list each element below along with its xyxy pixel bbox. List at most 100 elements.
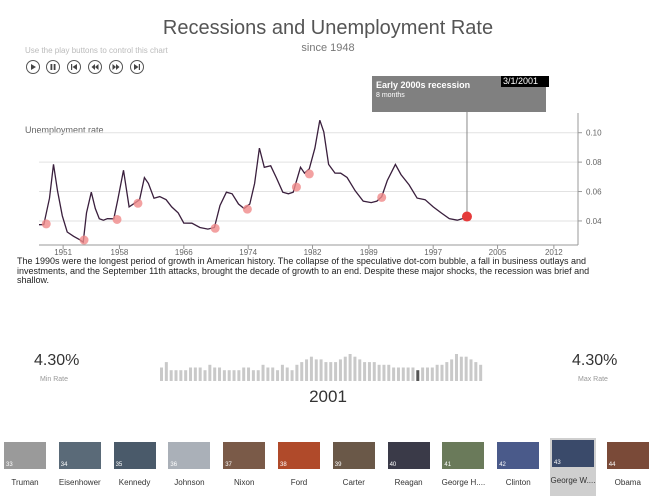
histogram-bar bbox=[401, 367, 405, 381]
histogram-bar bbox=[406, 367, 410, 381]
histogram-bar bbox=[242, 367, 246, 381]
play-button[interactable] bbox=[26, 60, 40, 74]
histogram-bar bbox=[464, 356, 468, 381]
recession-start-date: 3/1/2001 bbox=[501, 76, 549, 87]
histogram-bar bbox=[247, 367, 251, 381]
histogram-bar bbox=[372, 362, 376, 381]
recession-marker bbox=[79, 235, 89, 245]
unemployment-series-line bbox=[38, 119, 468, 244]
president-number-badge: 44 bbox=[608, 462, 616, 468]
president-tile[interactable]: 41 George H.... bbox=[440, 440, 486, 494]
skip-to-end-button[interactable] bbox=[130, 60, 144, 74]
pause-button[interactable] bbox=[46, 60, 60, 74]
president-selector: 33 Truman 34 Eisenhower 35 Kennedy 36 Johnson 37… bbox=[0, 438, 656, 500]
x-tick-label: 1997 bbox=[424, 248, 442, 257]
histogram-bar bbox=[261, 364, 265, 381]
recession-narrative: The 1990s were the longest period of gro… bbox=[17, 256, 590, 285]
president-number-badge: 33 bbox=[6, 462, 13, 468]
histogram-bar bbox=[276, 370, 280, 381]
histogram-bar bbox=[160, 367, 163, 381]
histogram-bar bbox=[367, 362, 371, 381]
histogram-bar bbox=[416, 370, 420, 381]
president-tile[interactable]: 43 George W.... bbox=[550, 438, 596, 496]
histogram-bar bbox=[169, 370, 173, 381]
president-name: Johnson bbox=[174, 478, 205, 487]
president-tile[interactable]: 38 Ford bbox=[276, 440, 322, 494]
histogram-bar bbox=[353, 356, 357, 381]
histogram-bar bbox=[237, 370, 241, 381]
president-name: Truman bbox=[11, 478, 39, 487]
president-tile[interactable]: 34 Eisenhower bbox=[57, 440, 103, 494]
histogram-bar bbox=[440, 364, 444, 381]
histogram-bar bbox=[290, 370, 294, 381]
next-button[interactable] bbox=[109, 60, 123, 74]
histogram-bar bbox=[459, 356, 463, 381]
president-portrait: 34 bbox=[58, 442, 101, 469]
x-tick-label: 2005 bbox=[489, 248, 507, 257]
histogram-bar bbox=[343, 356, 347, 381]
president-tile[interactable]: 39 Carter bbox=[331, 440, 377, 494]
histogram-bar bbox=[469, 359, 473, 381]
histogram-bar bbox=[334, 362, 338, 381]
president-portrait: 37 bbox=[223, 442, 266, 469]
histogram-bar bbox=[392, 367, 396, 381]
play-icon bbox=[31, 64, 36, 70]
histogram-bar bbox=[450, 359, 454, 381]
president-portrait: 39 bbox=[332, 442, 375, 469]
rewind-icon bbox=[91, 64, 99, 70]
president-tile[interactable]: 35 Kennedy bbox=[112, 440, 158, 494]
y-tick-label: 0.04 bbox=[586, 217, 602, 226]
histogram-bar bbox=[179, 370, 183, 381]
page-subtitle: since 1948 bbox=[301, 42, 355, 54]
president-name: Eisenhower bbox=[58, 478, 101, 487]
president-portrait: 35 bbox=[113, 442, 156, 469]
recession-marker bbox=[304, 169, 314, 179]
president-number-badge: 36 bbox=[170, 462, 178, 468]
president-portrait: 38 bbox=[278, 442, 320, 469]
president-number-badge: 39 bbox=[334, 462, 342, 468]
current-recession-marker bbox=[461, 211, 472, 222]
histogram-bar bbox=[266, 367, 270, 381]
histogram-bar bbox=[396, 367, 400, 381]
president-tile[interactable]: 40 Reagan bbox=[386, 440, 432, 494]
president-tile[interactable]: 42 Clinton bbox=[495, 440, 541, 494]
histogram-bar bbox=[430, 367, 434, 381]
histogram-bar bbox=[256, 370, 260, 381]
president-name: George W.... bbox=[550, 476, 596, 485]
histogram-bar bbox=[305, 359, 309, 381]
histogram-bar bbox=[435, 364, 439, 381]
president-tile[interactable]: 44 Obama bbox=[605, 440, 651, 494]
max-rate-label: Max Rate bbox=[578, 376, 608, 383]
y-axis-title: Unemployment rate bbox=[25, 125, 104, 135]
recession-marker bbox=[41, 219, 51, 229]
president-tile[interactable]: 36 Johnson bbox=[166, 440, 212, 494]
min-rate-value: 4.30% bbox=[34, 352, 80, 369]
histogram-bar bbox=[479, 364, 483, 381]
president-number-badge: 43 bbox=[554, 460, 561, 466]
histogram-bar bbox=[222, 370, 226, 381]
skip-forward-icon bbox=[134, 64, 140, 70]
president-number-badge: 34 bbox=[60, 462, 68, 468]
president-name: Reagan bbox=[394, 478, 423, 487]
histogram-bar bbox=[184, 370, 188, 381]
histogram-bar bbox=[324, 362, 328, 381]
president-number-badge: 35 bbox=[115, 462, 123, 468]
histogram-bar bbox=[203, 370, 207, 381]
rate-histogram[interactable] bbox=[160, 350, 484, 382]
histogram-bar bbox=[198, 367, 202, 381]
histogram-bar bbox=[193, 367, 197, 381]
president-tile[interactable]: 33 Truman bbox=[2, 440, 48, 494]
president-tile[interactable]: 37 Nixon bbox=[221, 440, 267, 494]
president-name: Ford bbox=[290, 478, 308, 487]
president-portrait: 41 bbox=[442, 442, 485, 469]
histogram-bar bbox=[309, 356, 313, 381]
previous-button[interactable] bbox=[88, 60, 102, 74]
histogram-bar bbox=[382, 364, 386, 381]
histogram-bar bbox=[329, 362, 333, 381]
recession-marker bbox=[377, 192, 387, 202]
histogram-bar bbox=[251, 370, 255, 381]
recession-marker bbox=[112, 214, 122, 224]
pause-icon bbox=[50, 64, 56, 70]
skip-to-start-button[interactable] bbox=[67, 60, 81, 74]
president-name: George H.... bbox=[441, 478, 486, 487]
